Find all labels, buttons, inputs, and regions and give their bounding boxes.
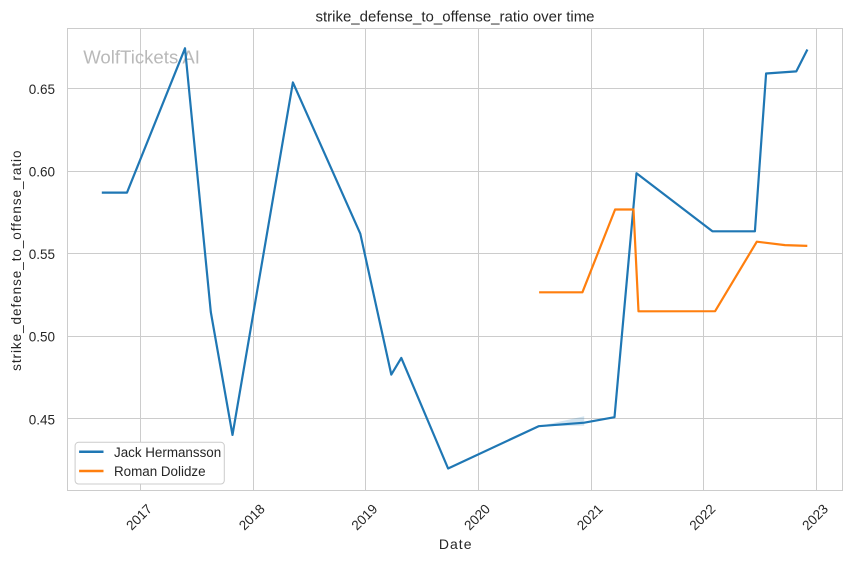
svg-text:WolfTickets AI: WolfTickets AI	[83, 47, 200, 68]
svg-text:strike_defense_to_offense_rati: strike_defense_to_offense_ratio	[9, 150, 24, 371]
svg-text:0.60: 0.60	[29, 165, 55, 180]
svg-text:0.50: 0.50	[29, 330, 55, 345]
svg-text:Date: Date	[439, 536, 473, 552]
svg-text:0.55: 0.55	[29, 247, 55, 262]
svg-text:0.65: 0.65	[29, 82, 55, 97]
svg-text:strike_defense_to_offense_rati: strike_defense_to_offense_ratio over tim…	[315, 9, 594, 26]
svg-text:0.45: 0.45	[29, 412, 55, 427]
svg-text:Jack Hermansson: Jack Hermansson	[114, 445, 221, 460]
svg-text:Roman Dolidze: Roman Dolidze	[114, 464, 206, 479]
